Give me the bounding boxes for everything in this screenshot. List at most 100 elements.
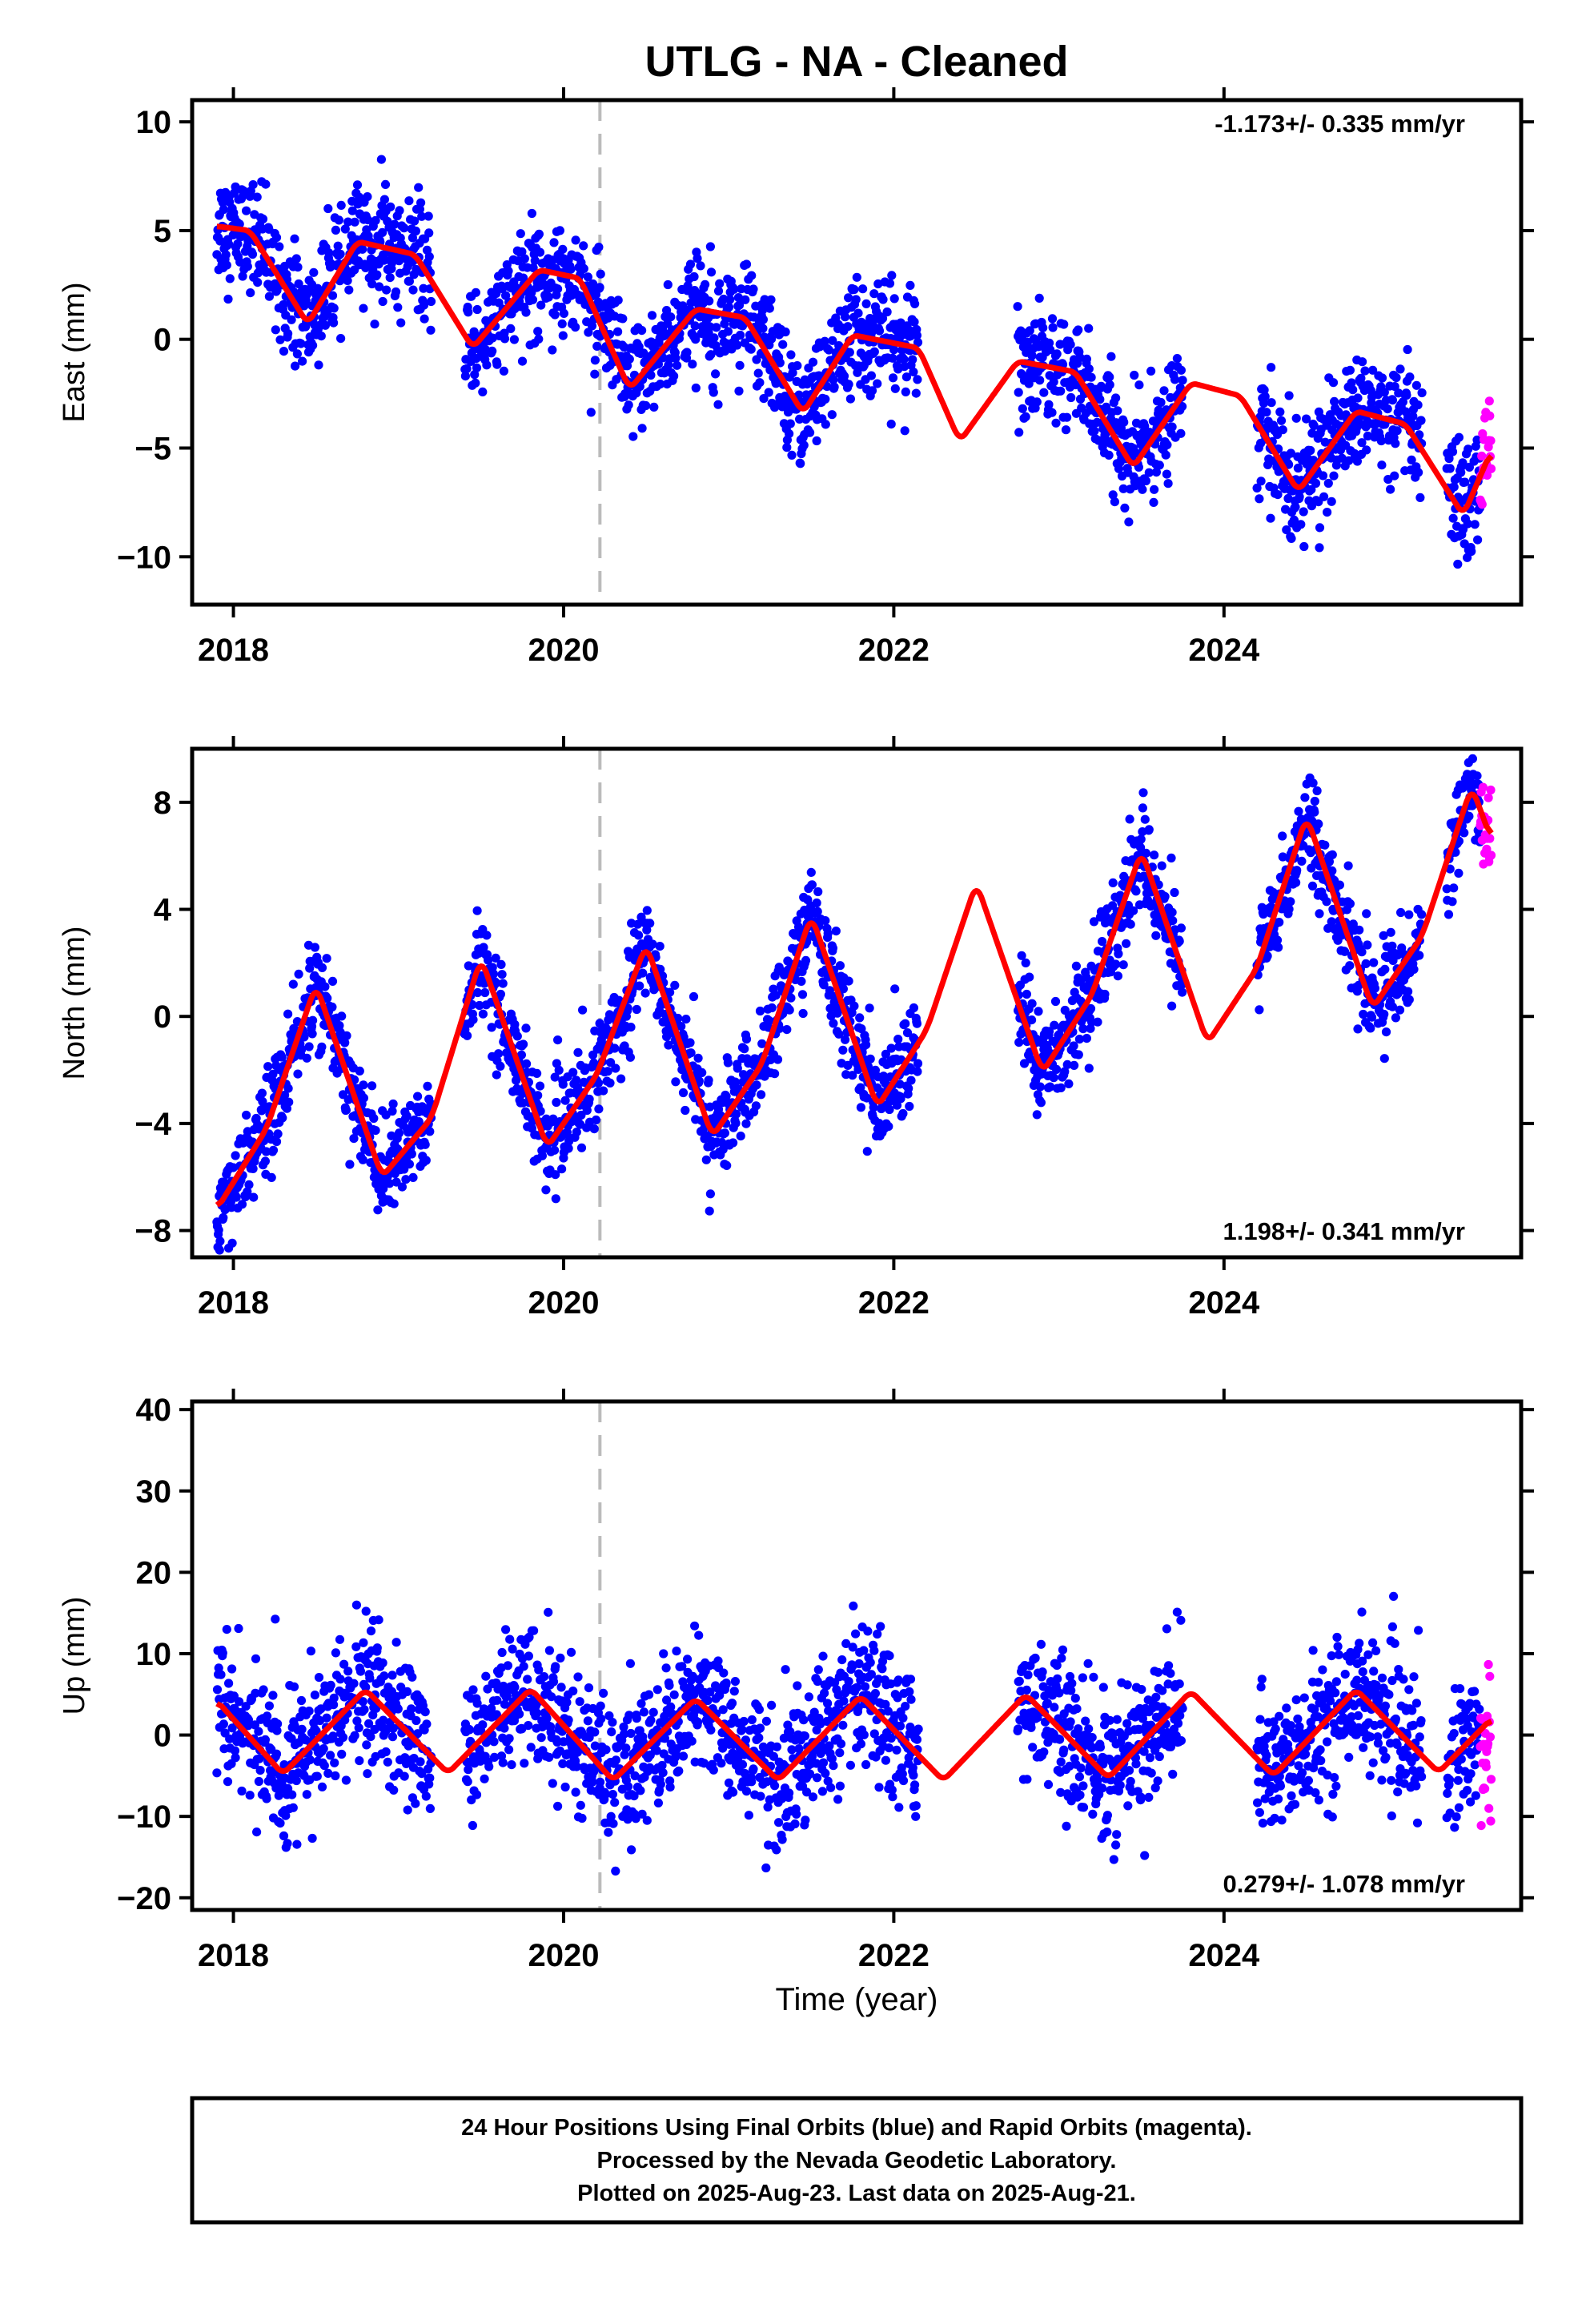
final-orbit-point	[1266, 513, 1275, 523]
final-orbit-point	[329, 1693, 339, 1703]
final-orbit-point	[502, 1691, 512, 1701]
final-orbit-point	[408, 1672, 417, 1682]
final-orbit-point	[302, 1790, 311, 1799]
final-orbit-point	[422, 1719, 432, 1729]
final-orbit-point	[293, 1069, 303, 1079]
final-orbit-point	[611, 1063, 620, 1073]
final-orbit-point	[223, 294, 233, 304]
final-orbit-point	[394, 256, 404, 266]
final-orbit-point	[1074, 325, 1083, 335]
final-orbit-point	[214, 1225, 223, 1235]
final-orbit-point	[724, 302, 734, 312]
final-orbit-point	[1066, 392, 1076, 403]
final-orbit-point	[535, 1081, 545, 1091]
final-orbit-point	[417, 1769, 427, 1779]
final-orbit-point	[323, 1768, 333, 1778]
final-orbit-point	[409, 216, 420, 226]
north-model-curve	[215, 791, 1494, 1208]
final-orbit-point	[1366, 1023, 1375, 1033]
final-orbit-point	[337, 1749, 347, 1759]
final-orbit-point	[828, 943, 837, 953]
final-orbit-point	[689, 271, 699, 282]
final-orbit-point	[277, 1052, 287, 1062]
final-orbit-point	[532, 1068, 542, 1078]
final-orbit-point	[1449, 482, 1459, 492]
final-orbit-point	[225, 1734, 235, 1743]
final-orbit-point	[336, 334, 346, 344]
final-orbit-point	[773, 1055, 783, 1064]
final-orbit-point	[1359, 1009, 1368, 1019]
final-orbit-point	[271, 1137, 282, 1147]
final-orbit-point	[553, 1801, 563, 1811]
final-orbit-point	[1367, 1012, 1377, 1022]
final-orbit-point	[472, 906, 482, 915]
final-orbit-point	[335, 1021, 344, 1031]
final-orbit-point	[749, 284, 758, 294]
final-orbit-point	[254, 1727, 263, 1736]
final-orbit-point	[596, 1714, 606, 1723]
final-orbit-point	[634, 931, 644, 940]
final-orbit-point	[912, 331, 921, 340]
final-orbit-point	[829, 382, 839, 392]
final-orbit-point	[596, 269, 605, 279]
final-orbit-point	[478, 1720, 488, 1730]
final-orbit-point	[673, 1013, 683, 1023]
final-orbit-point	[857, 1024, 866, 1034]
final-orbit-point	[555, 226, 565, 235]
final-orbit-point	[890, 984, 900, 994]
rapid-orbit-point	[1484, 793, 1493, 802]
final-orbit-point	[640, 988, 650, 998]
final-orbit-point	[709, 388, 718, 397]
final-orbit-point	[652, 1685, 662, 1695]
final-orbit-point	[1046, 345, 1055, 355]
final-orbit-point	[1255, 1005, 1264, 1015]
final-orbit-point	[248, 180, 258, 190]
rapid-orbit-point	[1486, 850, 1496, 860]
north-frame	[190, 746, 1524, 1260]
final-orbit-point	[1352, 456, 1362, 466]
final-orbit-point	[359, 304, 368, 313]
final-orbit-point	[1110, 497, 1119, 507]
north-plot-area	[212, 749, 1496, 1255]
final-orbit-point	[1052, 1064, 1062, 1074]
final-orbit-point	[416, 198, 426, 207]
final-orbit-point	[339, 1659, 349, 1669]
final-orbit-point	[1086, 1003, 1096, 1014]
final-orbit-point	[560, 1096, 570, 1105]
final-orbit-point	[671, 353, 681, 363]
final-orbit-point	[534, 1665, 544, 1675]
final-orbit-point	[1098, 937, 1107, 947]
final-orbit-point	[239, 186, 248, 195]
final-orbit-point	[1347, 378, 1356, 388]
final-orbit-point	[362, 1740, 371, 1750]
final-orbit-point	[662, 306, 672, 316]
final-orbit-point	[1377, 460, 1387, 470]
final-orbit-point	[521, 1023, 531, 1033]
final-orbit-point	[557, 1164, 567, 1174]
final-orbit-point	[224, 239, 234, 249]
final-orbit-point	[1162, 469, 1171, 479]
final-orbit-point	[1060, 1067, 1070, 1076]
final-orbit-point	[1125, 814, 1134, 824]
final-orbit-point	[1409, 964, 1419, 974]
final-orbit-point	[403, 1805, 412, 1815]
final-orbit-point	[331, 1648, 340, 1658]
final-orbit-point	[1119, 417, 1129, 427]
y-tick-label: 5	[154, 214, 171, 249]
final-orbit-point	[656, 1779, 665, 1789]
final-orbit-point	[482, 360, 492, 370]
final-orbit-point	[808, 357, 818, 367]
final-orbit-point	[216, 1670, 226, 1679]
final-orbit-point	[491, 953, 500, 963]
east-final-orbit-points	[212, 155, 1484, 569]
final-orbit-point	[420, 1707, 430, 1717]
final-orbit-point	[397, 1182, 407, 1192]
final-orbit-point	[690, 321, 700, 331]
final-orbit-point	[874, 326, 885, 336]
final-orbit-point	[1124, 517, 1134, 527]
final-orbit-point	[489, 1737, 499, 1747]
final-orbit-point	[794, 390, 804, 400]
final-orbit-point	[849, 284, 859, 295]
final-orbit-point	[1376, 436, 1386, 446]
final-orbit-point	[1066, 340, 1075, 349]
